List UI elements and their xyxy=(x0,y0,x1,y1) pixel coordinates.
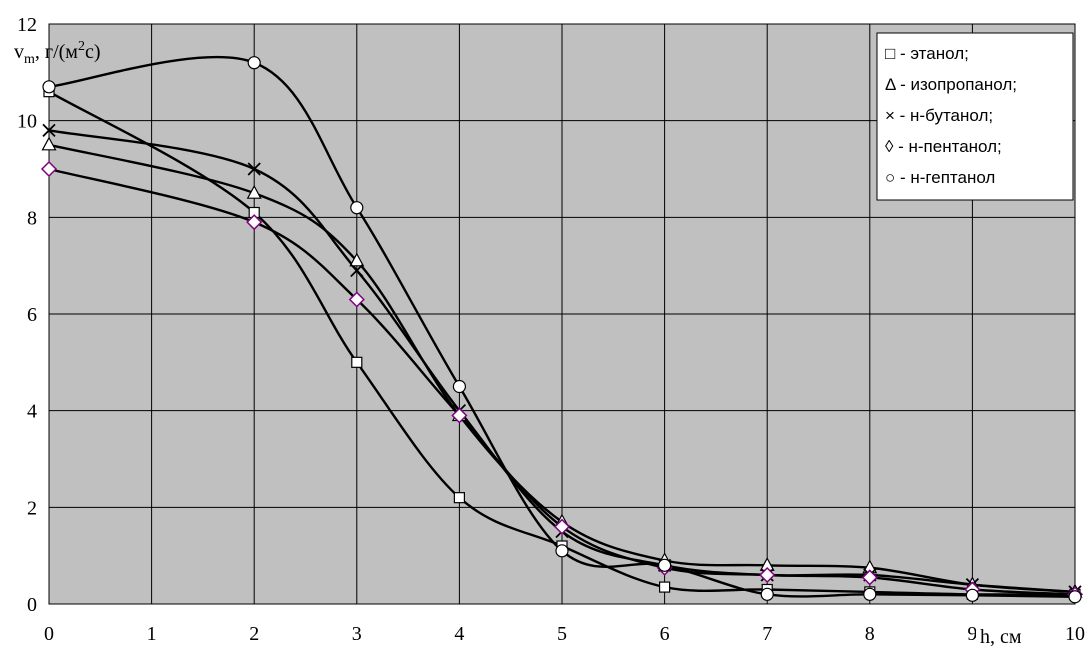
data-point-circle xyxy=(555,544,569,558)
legend-entry: □ - этанол; xyxy=(885,44,969,63)
data-point-diamond xyxy=(553,518,571,535)
x-tick-label: 5 xyxy=(557,623,567,645)
legend: □ - этанол; Δ - изопропанол; × - н-бутанол… xyxy=(876,32,1074,201)
data-point-circle xyxy=(657,558,672,572)
data-point-x-stroke xyxy=(350,263,364,278)
data-point-square xyxy=(351,356,363,368)
data-point-circle xyxy=(247,56,261,70)
y-axis-label: vm, г/(м2с) xyxy=(14,39,101,67)
x-tick-label: 4 xyxy=(454,623,464,645)
data-point-circle xyxy=(452,379,466,394)
x-tick-label: 7 xyxy=(762,623,772,645)
data-point-circle xyxy=(1068,590,1082,604)
y-tick-labels: 0 2 4 6 8 10 12 xyxy=(17,14,37,616)
data-point-circle xyxy=(863,587,877,601)
x-tick-label: 1 xyxy=(147,623,157,645)
data-point-x-stroke xyxy=(247,162,261,176)
data-point-diamond xyxy=(861,569,878,586)
y-tick-label: 6 xyxy=(27,304,37,326)
y-tick-label: 0 xyxy=(27,594,37,616)
data-point-diamond xyxy=(759,566,776,584)
x-tick-label: 3 xyxy=(352,623,362,645)
x-axis-label-background xyxy=(976,622,1034,648)
series-markers xyxy=(40,56,1084,604)
x-tick-label: 8 xyxy=(865,623,875,645)
legend-entry: ○ - н-гептанол xyxy=(885,168,995,187)
legend-entry: ◊ - н-пентанол; xyxy=(885,137,1002,156)
data-point-x xyxy=(350,263,364,278)
x-tick-label: 9 xyxy=(967,623,977,645)
y-tick-label: 12 xyxy=(17,14,37,36)
data-point-diamond xyxy=(451,407,468,424)
legend-box xyxy=(876,32,1074,201)
legend-entry: × - н-бутанол; xyxy=(885,106,993,125)
data-point-x xyxy=(247,162,261,176)
data-point-triangle xyxy=(246,184,262,199)
data-point-circle xyxy=(42,80,56,94)
x-tick-labels: 0 1 2 3 4 5 6 7 8 9 10 xyxy=(44,623,1085,645)
data-point-square xyxy=(658,581,671,593)
y-tick-label: 2 xyxy=(27,497,37,519)
y-tick-label: 10 xyxy=(17,111,37,133)
data-point-x xyxy=(42,123,56,137)
x-tick-label: 2 xyxy=(249,623,259,645)
y-tick-label: 8 xyxy=(27,207,37,229)
legend-entry: Δ - изопропанол; xyxy=(885,75,1017,94)
data-point-triangle xyxy=(349,252,365,267)
x-tick-label: 0 xyxy=(44,623,54,645)
x-axis-label: h, см xyxy=(980,626,1022,648)
data-point-circle xyxy=(350,201,364,215)
data-point-circle xyxy=(965,588,980,602)
data-point-diamond xyxy=(348,291,365,308)
data-point-circle xyxy=(760,587,774,601)
series-line-4 xyxy=(48,167,1076,596)
y-tick-label: 4 xyxy=(27,401,37,423)
x-tick-label: 10 xyxy=(1065,623,1085,645)
data-point-diamond xyxy=(40,160,58,178)
x-tick-label: 6 xyxy=(660,623,670,645)
data-point-diamond xyxy=(246,214,263,231)
data-point-square xyxy=(453,492,465,504)
data-point-x-stroke xyxy=(42,123,56,137)
data-point-triangle xyxy=(41,136,57,151)
